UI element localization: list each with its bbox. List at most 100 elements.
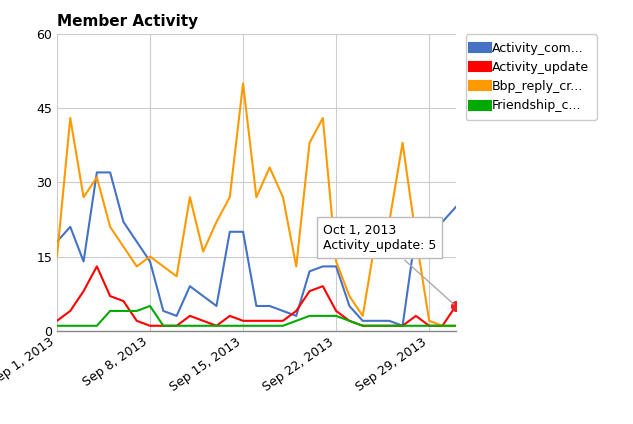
- Bbp_reply_cr...: [412, 234, 420, 239]
- Friendship_c...: [80, 323, 87, 328]
- Activity_update: [106, 293, 114, 298]
- Friendship_c...: [412, 323, 420, 328]
- Activity_com...: [120, 219, 127, 224]
- Activity_com...: [359, 318, 367, 324]
- Friendship_c...: [425, 323, 433, 328]
- Bbp_reply_cr...: [93, 175, 101, 180]
- Activity_update: [292, 308, 300, 313]
- Activity_com...: [279, 308, 287, 313]
- Friendship_c...: [292, 318, 300, 324]
- Activity_com...: [452, 204, 460, 209]
- Friendship_c...: [306, 313, 313, 318]
- Line: Friendship_c...: Friendship_c...: [57, 306, 456, 326]
- Bbp_reply_cr...: [133, 264, 141, 269]
- Friendship_c...: [399, 323, 406, 328]
- Activity_update: [146, 323, 154, 328]
- Activity_com...: [80, 259, 87, 264]
- Friendship_c...: [372, 323, 380, 328]
- Activity_update: [385, 323, 393, 328]
- Activity_update: [133, 318, 141, 324]
- Bbp_reply_cr...: [53, 254, 61, 259]
- Activity_update: [93, 264, 101, 269]
- Activity_update: [319, 284, 327, 289]
- Activity_update: [253, 318, 260, 324]
- Friendship_c...: [279, 323, 287, 328]
- Activity_update: [399, 323, 406, 328]
- Activity_update: [425, 323, 433, 328]
- Friendship_c...: [346, 318, 353, 324]
- Bbp_reply_cr...: [120, 244, 127, 249]
- Legend: Activity_com..., Activity_update, Bbp_reply_cr..., Friendship_c...: Activity_com..., Activity_update, Bbp_re…: [466, 34, 597, 120]
- Bbp_reply_cr...: [146, 254, 154, 259]
- Activity_com...: [412, 229, 420, 234]
- Activity_update: [346, 318, 353, 324]
- Activity_com...: [106, 170, 114, 175]
- Activity_com...: [93, 170, 101, 175]
- Bbp_reply_cr...: [452, 323, 460, 328]
- Activity_update: [160, 323, 167, 328]
- Activity_update: [372, 323, 380, 328]
- Friendship_c...: [439, 323, 446, 328]
- Bbp_reply_cr...: [173, 274, 180, 279]
- Activity_com...: [385, 318, 393, 324]
- Activity_update: [412, 313, 420, 318]
- Friendship_c...: [266, 323, 273, 328]
- Friendship_c...: [93, 323, 101, 328]
- Activity_update: [66, 308, 74, 313]
- Bbp_reply_cr...: [399, 140, 406, 145]
- Friendship_c...: [120, 308, 127, 313]
- Activity_com...: [173, 313, 180, 318]
- Bbp_reply_cr...: [385, 219, 393, 224]
- Bbp_reply_cr...: [266, 165, 273, 170]
- Friendship_c...: [133, 308, 141, 313]
- Activity_com...: [146, 259, 154, 264]
- Activity_com...: [133, 239, 141, 244]
- Friendship_c...: [66, 323, 74, 328]
- Friendship_c...: [199, 323, 207, 328]
- Line: Activity_com...: Activity_com...: [57, 173, 456, 326]
- Bbp_reply_cr...: [199, 249, 207, 254]
- Bbp_reply_cr...: [359, 313, 367, 318]
- Bbp_reply_cr...: [319, 115, 327, 120]
- Activity_com...: [66, 224, 74, 229]
- Activity_com...: [160, 308, 167, 313]
- Friendship_c...: [359, 323, 367, 328]
- Activity_com...: [332, 264, 340, 269]
- Activity_update: [332, 308, 340, 313]
- Activity_update: [279, 318, 287, 324]
- Friendship_c...: [452, 323, 460, 328]
- Text: Member Activity: Member Activity: [57, 14, 198, 28]
- Activity_com...: [199, 293, 207, 298]
- Friendship_c...: [146, 304, 154, 309]
- Bbp_reply_cr...: [160, 264, 167, 269]
- Bbp_reply_cr...: [213, 219, 220, 224]
- Bbp_reply_cr...: [292, 264, 300, 269]
- Activity_com...: [439, 219, 446, 224]
- Activity_update: [120, 298, 127, 304]
- Activity_com...: [399, 323, 406, 328]
- Friendship_c...: [186, 323, 194, 328]
- Friendship_c...: [160, 323, 167, 328]
- Bbp_reply_cr...: [186, 195, 194, 200]
- Friendship_c...: [253, 323, 260, 328]
- Activity_com...: [53, 239, 61, 244]
- Bbp_reply_cr...: [279, 195, 287, 200]
- Activity_com...: [292, 313, 300, 318]
- Friendship_c...: [106, 308, 114, 313]
- Activity_update: [439, 323, 446, 328]
- Activity_update: [306, 289, 313, 294]
- Activity_com...: [239, 229, 247, 234]
- Activity_update: [213, 323, 220, 328]
- Friendship_c...: [385, 323, 393, 328]
- Activity_update: [226, 313, 234, 318]
- Activity_com...: [186, 284, 194, 289]
- Activity_com...: [372, 318, 380, 324]
- Activity_com...: [346, 304, 353, 309]
- Bbp_reply_cr...: [439, 323, 446, 328]
- Activity_com...: [213, 304, 220, 309]
- Bbp_reply_cr...: [226, 195, 234, 200]
- Bbp_reply_cr...: [239, 81, 247, 86]
- Friendship_c...: [226, 323, 234, 328]
- Activity_update: [53, 318, 61, 324]
- Activity_com...: [306, 269, 313, 274]
